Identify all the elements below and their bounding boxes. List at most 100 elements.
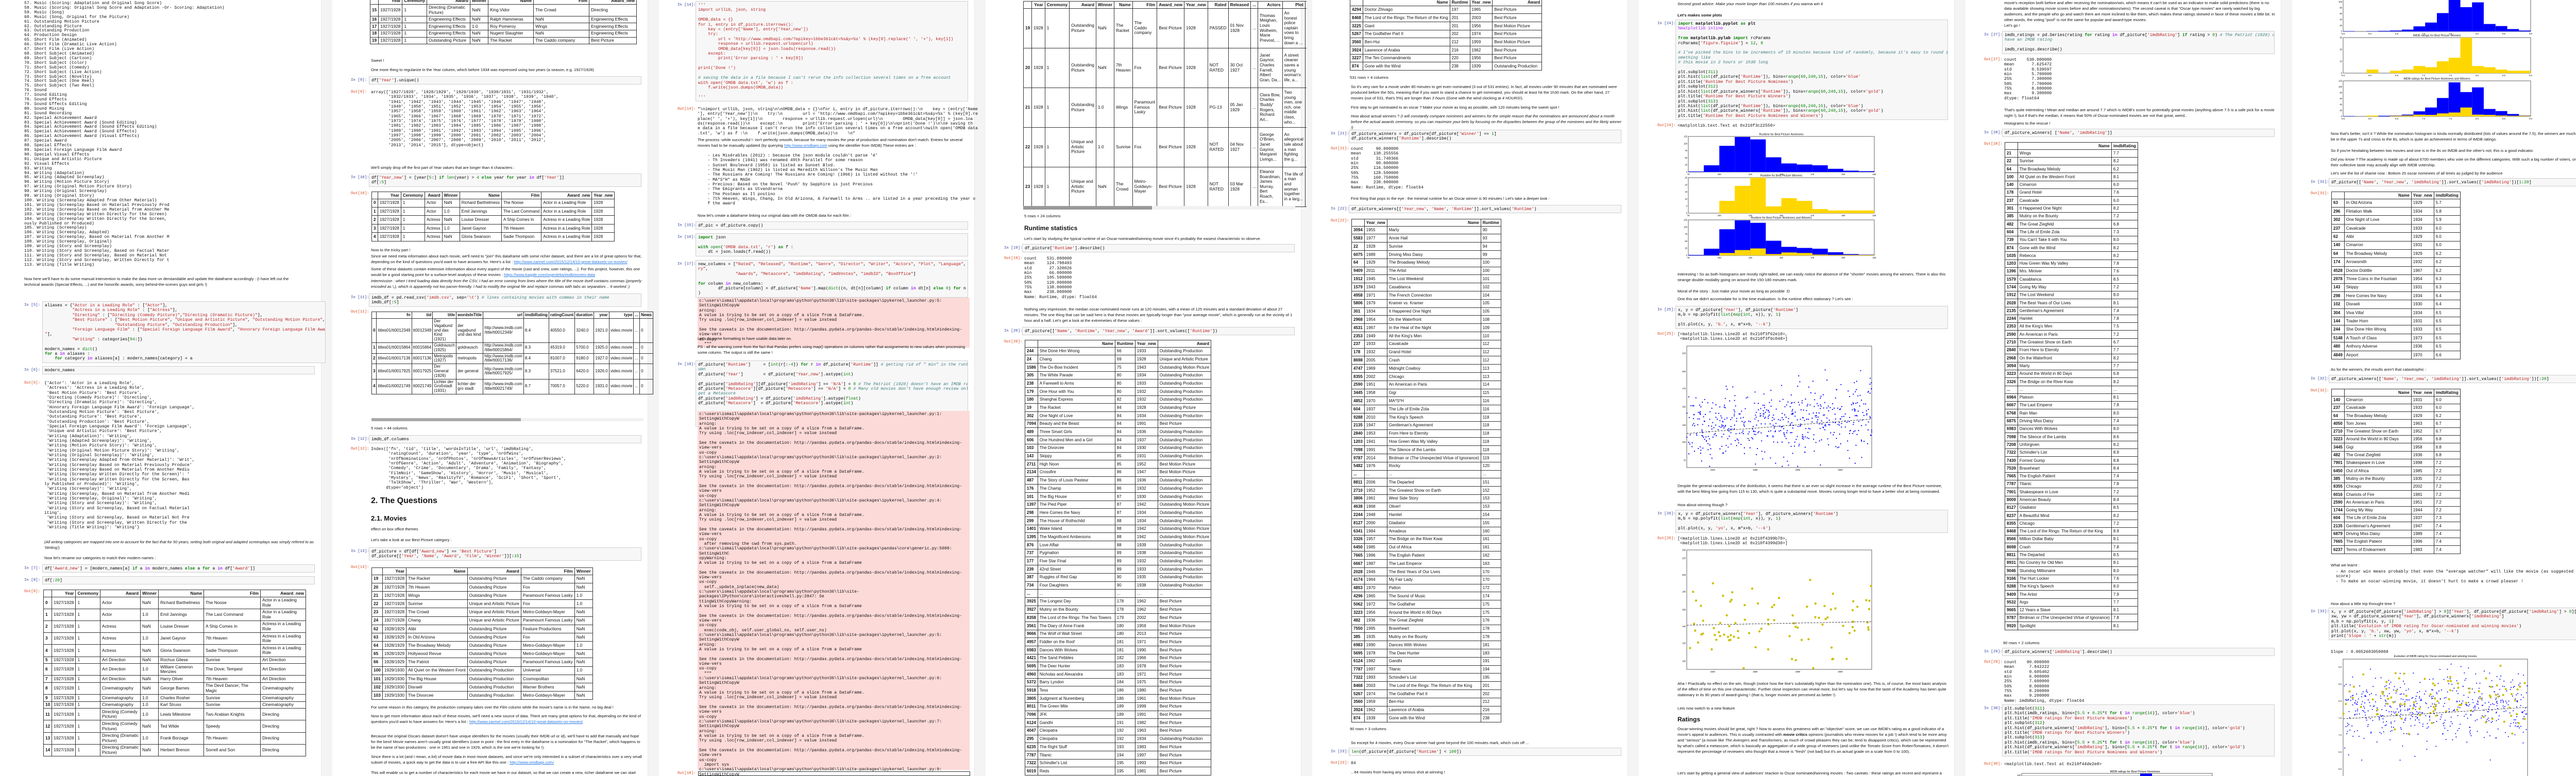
svg-text:1940: 1940 [1710, 469, 1716, 471]
svg-text:5.5: 5.5 [2342, 32, 2345, 35]
svg-text:0: 0 [1686, 171, 1688, 174]
svg-text:175: 175 [1810, 173, 1815, 176]
svg-text:7.5: 7.5 [2338, 717, 2342, 719]
svg-text:125: 125 [1749, 256, 1753, 259]
svg-text:5.5: 5.5 [2342, 74, 2345, 77]
svg-text:75: 75 [1685, 233, 1687, 235]
svg-text:IMDB ratings for Best Picture: IMDB ratings for Best Picture Nominees [2110, 770, 2160, 773]
svg-text:225: 225 [1873, 214, 1877, 217]
svg-text:6.0: 6.0 [2368, 32, 2371, 35]
svg-text:150: 150 [1780, 214, 1784, 217]
svg-text:0: 0 [2341, 30, 2343, 33]
svg-text:125: 125 [1749, 173, 1753, 176]
svg-text:8.0: 8.0 [2476, 74, 2479, 77]
svg-text:10: 10 [1685, 198, 1687, 200]
svg-text:1960: 1960 [1753, 469, 1758, 471]
svg-text:7.0: 7.0 [2422, 74, 2425, 77]
svg-text:8.5: 8.5 [2502, 32, 2505, 35]
svg-text:225: 225 [1873, 256, 1877, 259]
svg-text:140: 140 [1682, 625, 1686, 628]
svg-text:9.0: 9.0 [2529, 117, 2532, 120]
svg-text:120: 120 [2338, 80, 2343, 82]
svg-text:8.0: 8.0 [2476, 117, 2479, 120]
svg-text:100: 100 [1718, 173, 1722, 176]
svg-text:8.5: 8.5 [2502, 117, 2505, 120]
svg-text:8.5: 8.5 [2502, 74, 2505, 77]
svg-text:200: 200 [1841, 173, 1845, 176]
svg-text:7.5: 7.5 [2449, 32, 2452, 35]
svg-text:125: 125 [1684, 219, 1688, 221]
svg-text:Runtime for Best Picture Nomin: Runtime for Best Picture Nominees and Wi… [1751, 217, 1812, 220]
svg-text:40: 40 [2340, 19, 2342, 21]
svg-text:20: 20 [2340, 24, 2342, 27]
svg-text:0: 0 [2341, 72, 2343, 75]
svg-text:6.5: 6.5 [2395, 117, 2398, 120]
svg-text:100: 100 [2338, 85, 2343, 88]
svg-text:25: 25 [1685, 164, 1687, 166]
svg-text:6.0: 6.0 [2368, 74, 2371, 77]
svg-text:100: 100 [1682, 660, 1686, 662]
svg-text:100: 100 [2338, 1, 2343, 3]
svg-text:6.5: 6.5 [2395, 32, 2398, 35]
svg-text:60: 60 [2340, 12, 2342, 15]
svg-text:5.5: 5.5 [2342, 117, 2345, 120]
svg-text:200: 200 [1682, 574, 1686, 576]
svg-text:1980: 1980 [1795, 670, 1801, 673]
svg-text:0: 0 [1686, 212, 1688, 215]
svg-text:125: 125 [1684, 135, 1688, 138]
svg-text:175: 175 [1682, 387, 1686, 390]
svg-text:200: 200 [1682, 370, 1686, 373]
svg-text:40: 40 [2340, 104, 2342, 106]
svg-text:125: 125 [1682, 424, 1686, 426]
svg-text:75: 75 [1683, 459, 1686, 461]
svg-text:6.0: 6.0 [2368, 117, 2371, 120]
svg-text:7.0: 7.0 [2338, 734, 2342, 736]
svg-text:IMDB ratings for Best Picture: IMDB ratings for Best Picture Winners [2413, 35, 2461, 38]
svg-text:20: 20 [2340, 109, 2342, 112]
svg-text:100: 100 [1682, 441, 1686, 443]
svg-text:50: 50 [1685, 157, 1687, 159]
svg-text:5: 5 [1686, 205, 1688, 208]
svg-text:30: 30 [2340, 37, 2342, 39]
svg-text:50: 50 [1685, 240, 1687, 243]
svg-text:1980: 1980 [1795, 469, 1801, 471]
svg-text:Runtime for Best Picture Winne: Runtime for Best Picture Winners [1760, 175, 1803, 178]
svg-text:80: 80 [2340, 92, 2342, 94]
svg-text:Evolution of IMDB rating for O: Evolution of IMDB rating for Oscar-nomin… [2394, 655, 2477, 658]
svg-text:7.0: 7.0 [2422, 117, 2425, 120]
svg-text:0: 0 [2341, 115, 2343, 118]
svg-text:220: 220 [1682, 557, 1686, 560]
svg-text:160: 160 [1682, 609, 1686, 611]
svg-text:125: 125 [1749, 214, 1753, 217]
svg-text:75: 75 [1687, 173, 1690, 176]
svg-text:100: 100 [1684, 226, 1688, 228]
svg-text:Runtime for Best Picture Nomin: Runtime for Best Picture Nominees [1759, 133, 1804, 136]
svg-text:6.5: 6.5 [2395, 74, 2398, 77]
svg-text:100: 100 [1718, 214, 1722, 217]
svg-text:60: 60 [2340, 97, 2342, 100]
svg-text:150: 150 [1682, 406, 1686, 408]
svg-text:75: 75 [1687, 256, 1690, 259]
svg-text:225: 225 [1873, 173, 1877, 176]
svg-text:8.0: 8.0 [2476, 32, 2479, 35]
svg-text:75: 75 [1687, 214, 1690, 217]
svg-text:7.5: 7.5 [2449, 117, 2452, 120]
svg-text:20: 20 [1685, 183, 1687, 186]
svg-text:25: 25 [1685, 247, 1687, 250]
svg-text:6.0: 6.0 [2338, 768, 2342, 770]
svg-text:1960: 1960 [1753, 670, 1758, 673]
svg-text:100: 100 [1684, 142, 1688, 145]
svg-text:0: 0 [1686, 254, 1688, 257]
svg-text:225: 225 [1682, 352, 1686, 355]
svg-text:8.5: 8.5 [2338, 683, 2342, 685]
svg-text:IMDB ratings for Best Picture: IMDB ratings for Best Picture Nominees a… [2403, 78, 2470, 81]
svg-text:150: 150 [1780, 173, 1784, 176]
svg-text:7.0: 7.0 [2422, 32, 2425, 35]
svg-text:150: 150 [1780, 256, 1784, 259]
svg-text:1940: 1940 [1710, 670, 1716, 673]
svg-text:120: 120 [1682, 642, 1686, 645]
svg-text:180: 180 [1682, 591, 1686, 593]
svg-text:2000: 2000 [1838, 670, 1843, 673]
svg-text:120: 120 [2017, 774, 2021, 776]
svg-text:9.0: 9.0 [2529, 74, 2532, 77]
